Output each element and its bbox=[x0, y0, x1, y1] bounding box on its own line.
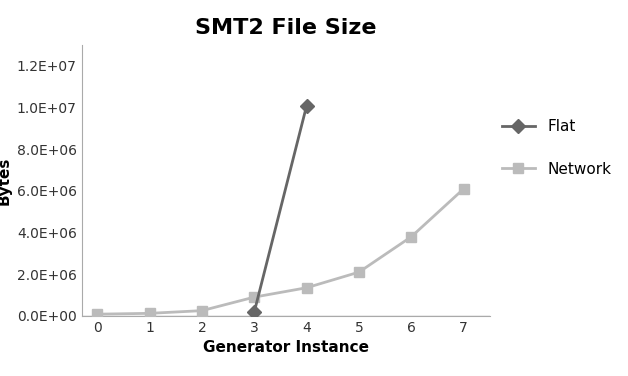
Legend: Flat, Network: Flat, Network bbox=[502, 119, 612, 177]
Line: Network: Network bbox=[92, 184, 468, 319]
Flat bbox=[303, 103, 310, 108]
Network bbox=[146, 311, 153, 315]
Flat bbox=[251, 309, 258, 314]
Network bbox=[303, 285, 310, 290]
Y-axis label: Bytes: Bytes bbox=[0, 156, 11, 205]
Network bbox=[460, 186, 467, 191]
Title: SMT2 File Size: SMT2 File Size bbox=[195, 18, 377, 38]
Network bbox=[198, 308, 206, 313]
Network bbox=[94, 312, 101, 317]
Network bbox=[355, 270, 363, 274]
X-axis label: Generator Instance: Generator Instance bbox=[203, 340, 369, 355]
Line: Flat: Flat bbox=[249, 101, 311, 317]
Network bbox=[251, 295, 258, 299]
Network bbox=[408, 235, 415, 239]
